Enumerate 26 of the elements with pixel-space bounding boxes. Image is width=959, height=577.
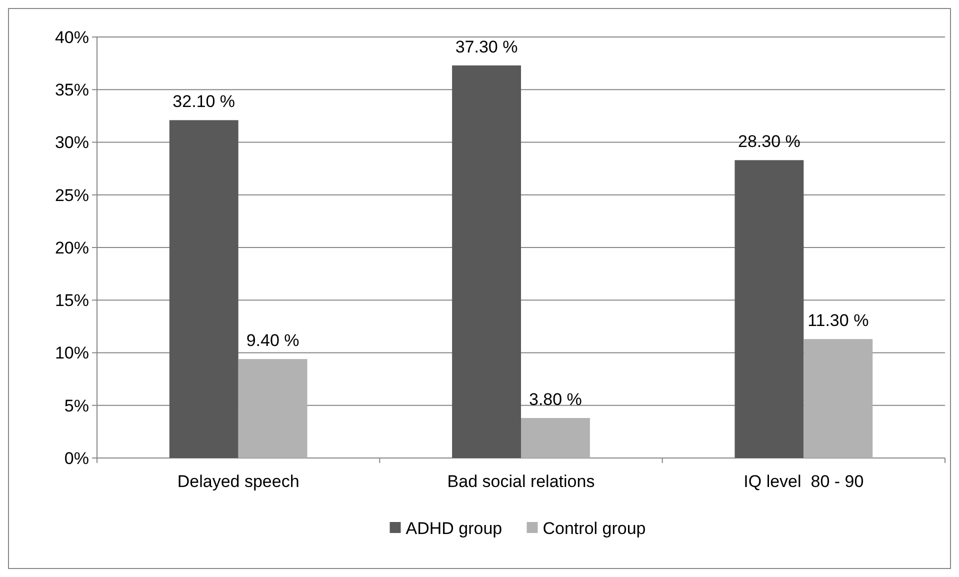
y-tick-label: 5% xyxy=(64,396,89,416)
y-tick-label: 20% xyxy=(54,238,89,258)
y-tick-label: 35% xyxy=(54,80,89,100)
data-label: 9.40 % xyxy=(246,331,300,350)
legend-label: Control group xyxy=(542,518,646,538)
y-tick-label: 0% xyxy=(64,448,89,468)
bar xyxy=(521,418,590,458)
data-label: 37.30 % xyxy=(455,37,518,56)
y-tick-label: 15% xyxy=(54,291,89,310)
bar xyxy=(452,65,521,458)
data-label: 3.80 % xyxy=(529,390,582,410)
y-tick-label: 30% xyxy=(54,133,89,152)
x-tick-label: IQ level 80 - 90 xyxy=(744,472,864,491)
y-tick-label: 40% xyxy=(54,28,89,47)
bar xyxy=(169,120,238,458)
bar xyxy=(734,160,804,458)
y-tick-label: 25% xyxy=(54,186,89,205)
bar xyxy=(804,339,873,458)
x-tick-label: Bad social relations xyxy=(447,472,595,491)
legend-label: ADHD group xyxy=(406,518,502,538)
data-label: 32.10 % xyxy=(172,92,236,112)
data-label: 11.30 % xyxy=(808,311,869,330)
x-tick-label: Delayed speech xyxy=(177,472,300,491)
y-tick-label: 10% xyxy=(54,344,89,363)
bar xyxy=(238,359,308,458)
data-label: 28.30 % xyxy=(738,132,800,152)
